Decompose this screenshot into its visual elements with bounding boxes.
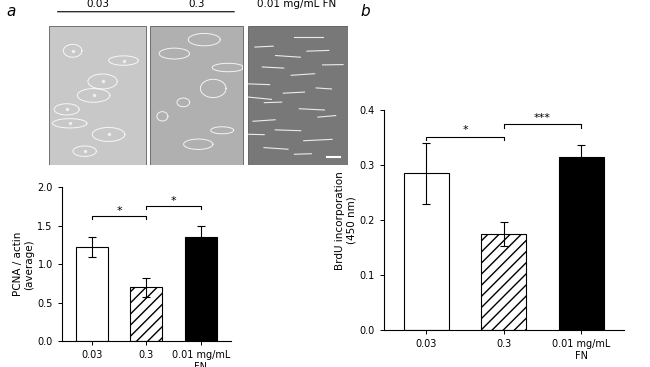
- Bar: [248, 26, 348, 165]
- Text: *: *: [116, 206, 122, 216]
- Bar: [559, 157, 604, 330]
- Y-axis label: PCNA / actin
(average): PCNA / actin (average): [13, 232, 34, 297]
- Bar: [150, 26, 243, 165]
- Text: 0.01 mg/mL FN: 0.01 mg/mL FN: [257, 0, 337, 9]
- Text: a: a: [6, 4, 16, 19]
- Bar: [49, 26, 146, 165]
- Text: ***: ***: [534, 113, 551, 123]
- Bar: [131, 287, 162, 341]
- Bar: [185, 237, 216, 341]
- Text: b: b: [361, 4, 370, 19]
- Text: *: *: [462, 126, 468, 135]
- Y-axis label: BrdU incorporation
(450 nm): BrdU incorporation (450 nm): [335, 171, 356, 270]
- Text: 0.03: 0.03: [86, 0, 109, 9]
- Bar: [404, 174, 448, 330]
- Text: *: *: [171, 196, 176, 206]
- Bar: [76, 247, 107, 341]
- Text: 0.3: 0.3: [188, 0, 205, 9]
- Bar: [481, 234, 526, 330]
